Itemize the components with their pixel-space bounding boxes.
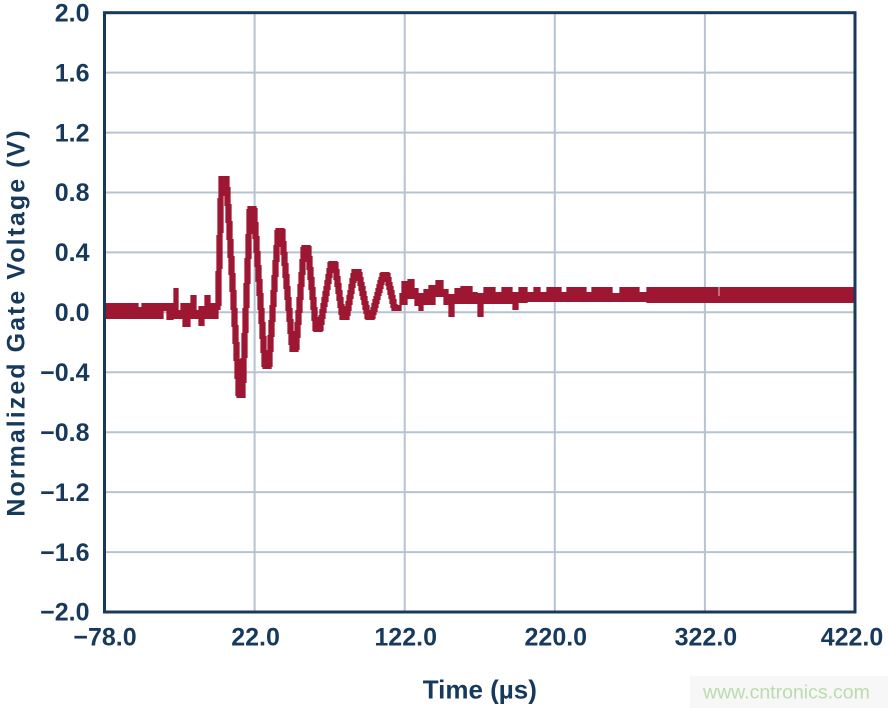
svg-text:1.2: 1.2: [55, 119, 90, 147]
svg-text:−1.2: −1.2: [40, 479, 89, 507]
svg-text:Time (µs): Time (µs): [423, 674, 537, 704]
svg-text:220.0: 220.0: [525, 624, 588, 652]
svg-text:1.6: 1.6: [55, 59, 90, 87]
svg-text:−2.0: −2.0: [40, 599, 89, 627]
svg-text:−0.4: −0.4: [40, 359, 89, 387]
svg-text:0.0: 0.0: [55, 299, 90, 327]
svg-text:22.0: 22.0: [231, 624, 280, 652]
svg-text:−78.0: −78.0: [73, 624, 136, 652]
svg-text:−0.8: −0.8: [40, 419, 89, 447]
svg-text:0.4: 0.4: [55, 239, 90, 267]
svg-text:2.0: 2.0: [55, 0, 90, 27]
svg-text:322.0: 322.0: [675, 624, 738, 652]
svg-text:www.cntronics.com: www.cntronics.com: [702, 682, 870, 704]
svg-text:422.0: 422.0: [821, 624, 884, 652]
svg-text:Normalized Gate Voltage (V): Normalized Gate Voltage (V): [3, 128, 31, 516]
svg-text:−1.6: −1.6: [40, 539, 89, 567]
svg-text:0.8: 0.8: [55, 179, 90, 207]
svg-text:122.0: 122.0: [374, 624, 437, 652]
